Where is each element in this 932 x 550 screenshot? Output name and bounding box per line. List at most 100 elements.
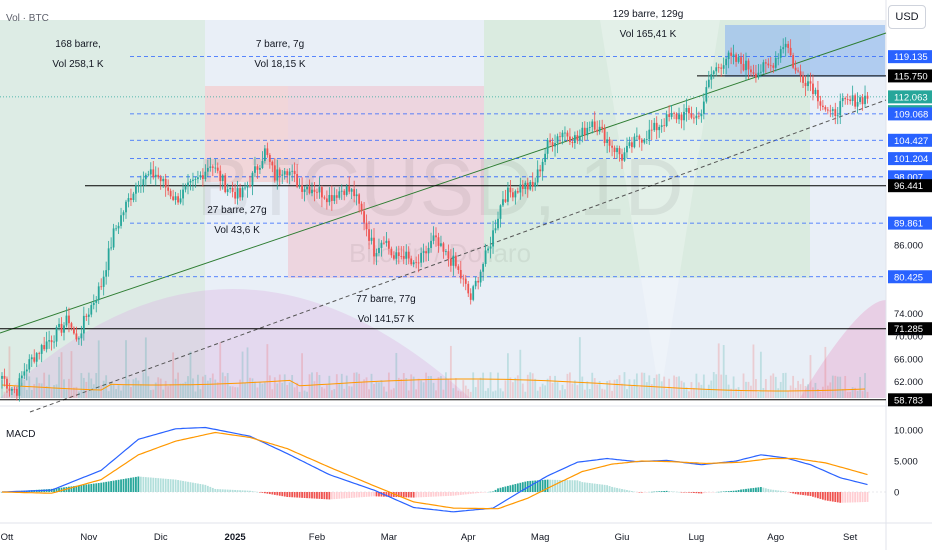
candle-body — [454, 255, 457, 267]
candle-body — [8, 388, 11, 391]
annotation-label: 7 barre, 7g — [256, 39, 304, 50]
volume-bar — [742, 373, 745, 398]
volume-bar — [732, 376, 735, 398]
macd-histogram-bar — [311, 492, 313, 499]
candle-body — [440, 243, 442, 246]
time-tick-label: Lug — [688, 532, 704, 543]
candle-body — [462, 278, 465, 280]
candle-body — [777, 57, 780, 59]
macd-histogram-bar — [710, 492, 713, 493]
macd-histogram-bar — [293, 492, 296, 498]
volume-bar — [851, 387, 854, 398]
candle-body — [189, 180, 192, 183]
candle-body — [623, 152, 626, 161]
volume-bar — [529, 372, 532, 398]
macd-histogram-bar — [685, 492, 688, 493]
volume-bar — [700, 384, 703, 398]
volume-bar — [154, 382, 157, 398]
candle-body — [239, 188, 241, 198]
macd-histogram-bar — [246, 490, 249, 492]
volume-bar — [846, 391, 849, 398]
candle-body — [549, 140, 551, 143]
candle-body — [804, 82, 807, 87]
candle-body — [144, 174, 147, 180]
volume-bar — [767, 390, 770, 398]
candle-body — [554, 143, 556, 147]
currency-button[interactable]: USD — [888, 5, 926, 29]
macd-histogram-bar — [234, 489, 237, 492]
candle-body — [177, 196, 179, 203]
candle-body — [631, 142, 633, 148]
macd-histogram-bar — [593, 483, 596, 492]
macd-histogram-bar — [355, 492, 358, 498]
volume-bar — [804, 385, 807, 398]
volume-bar — [626, 389, 628, 398]
candle-body — [18, 378, 21, 396]
candle-body — [621, 154, 623, 161]
candle-body — [492, 230, 494, 247]
volume-bar — [668, 378, 671, 398]
volume-bar — [484, 390, 487, 398]
volume-bar — [715, 374, 718, 398]
macd-histogram-bar — [330, 492, 333, 500]
candle-body — [246, 185, 249, 188]
volume-bar — [249, 377, 251, 398]
macd-histogram-bar — [759, 487, 762, 492]
volume-bar — [23, 379, 26, 398]
volume-bar — [75, 386, 78, 398]
candle-body — [167, 187, 170, 191]
macd-histogram-bar — [819, 492, 822, 499]
candle-body — [162, 178, 165, 182]
macd-histogram-bar — [586, 482, 589, 492]
candle-body — [147, 174, 150, 176]
volume-bar — [571, 383, 574, 398]
macd-histogram-bar — [546, 479, 549, 492]
volume-bar — [380, 380, 383, 398]
volume-bar — [199, 389, 202, 398]
macd-histogram-bar — [700, 492, 703, 494]
volume-bar — [747, 381, 750, 398]
volume-bar — [534, 378, 537, 398]
candle-body — [722, 65, 725, 69]
candle-body — [732, 54, 735, 56]
candle-body — [251, 172, 254, 186]
candle-body — [197, 177, 199, 180]
candle-body — [137, 185, 140, 187]
price-levels-layer — [0, 32, 887, 413]
macd-histogram-bar — [707, 492, 710, 493]
macd-histogram-bar — [199, 483, 202, 492]
volume-bar — [184, 381, 187, 398]
candle-body — [13, 388, 16, 390]
candle-body — [747, 60, 750, 70]
candle-body — [30, 357, 33, 360]
volume-bar — [117, 385, 120, 398]
candle-body — [817, 89, 819, 102]
candle-body — [598, 126, 601, 132]
macd-histogram-bar — [705, 492, 708, 493]
time-tick-label: Set — [843, 532, 858, 543]
price-badge-label: 98.007 — [894, 172, 923, 183]
candle-body — [355, 194, 358, 197]
volume-bar — [48, 374, 51, 398]
volume-bar — [864, 373, 866, 398]
volume-bar — [576, 385, 579, 398]
volume-bar — [159, 378, 162, 398]
volume-bar — [653, 378, 656, 398]
candle-body — [192, 179, 194, 181]
macd-histogram-bar — [53, 488, 55, 492]
candle-body — [769, 65, 772, 67]
candle-body — [174, 196, 177, 200]
macd-histogram-bar — [373, 492, 375, 497]
macd-histogram-bar — [462, 492, 465, 495]
macd-histogram-bar — [645, 492, 648, 493]
macd-histogram-bar — [139, 476, 142, 492]
macd-histogram-bar — [251, 491, 254, 492]
macd-histogram-bar — [492, 491, 494, 492]
volume-bar — [762, 388, 765, 398]
volume-bar — [794, 387, 797, 398]
volume-bar — [621, 383, 623, 398]
macd-histogram-bar — [802, 492, 804, 496]
volume-bar — [360, 381, 363, 398]
volume-bar — [650, 384, 653, 398]
